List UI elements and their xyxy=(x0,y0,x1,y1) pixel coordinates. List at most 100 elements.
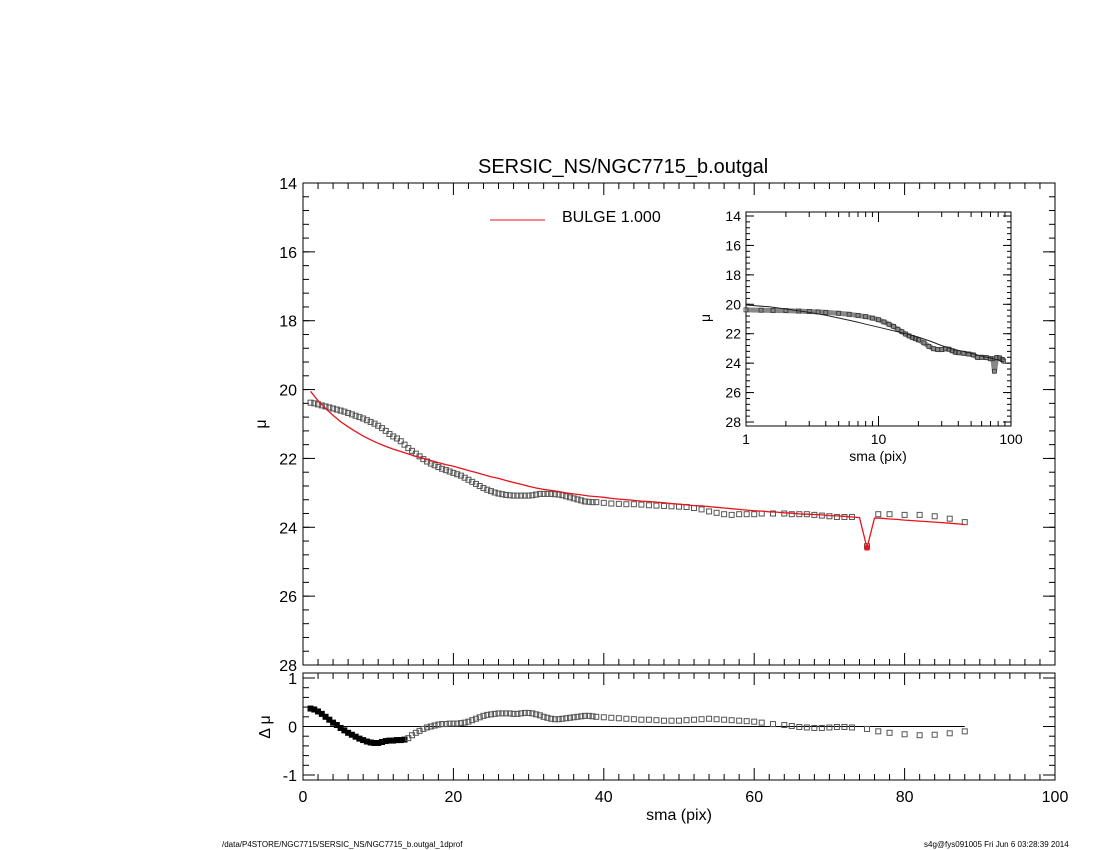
residual-point xyxy=(713,716,720,723)
residual-point xyxy=(484,711,491,718)
data-point xyxy=(585,498,592,505)
data-point xyxy=(450,469,457,476)
data-point xyxy=(623,501,630,508)
residual-point xyxy=(503,710,510,717)
inset-data-point xyxy=(836,310,842,316)
x-tick-label: 1 xyxy=(742,431,750,447)
data-point xyxy=(488,488,494,495)
data-point xyxy=(318,402,325,409)
data-point xyxy=(514,492,521,499)
data-point xyxy=(574,496,581,503)
data-point xyxy=(698,506,705,513)
residual-point xyxy=(841,723,848,730)
data-point xyxy=(439,465,446,472)
data-point xyxy=(503,491,510,498)
residual-point xyxy=(751,718,758,725)
data-point xyxy=(563,493,570,500)
residual-point xyxy=(570,714,577,721)
y-tick-label: 20 xyxy=(725,296,741,312)
residual-point xyxy=(683,717,690,724)
residual-point xyxy=(901,731,908,738)
residual-point xyxy=(446,720,453,727)
data-point xyxy=(326,404,333,411)
inset-data-point xyxy=(979,354,985,360)
data-point xyxy=(480,485,487,492)
data-point xyxy=(510,492,517,499)
data-point xyxy=(529,492,536,499)
data-point xyxy=(367,418,374,425)
data-point xyxy=(721,511,728,518)
data-point xyxy=(578,497,585,504)
residual-y-axis-label: Δ μ xyxy=(257,715,274,738)
data-point xyxy=(548,490,555,497)
inset-data-point xyxy=(855,313,861,318)
residual-point xyxy=(424,724,431,731)
data-point xyxy=(315,401,322,408)
inset-x-axis-label: sma (pix) xyxy=(849,448,907,464)
residual-point xyxy=(563,715,570,722)
data-point xyxy=(788,511,795,518)
legend-label: BULGE 1.000 xyxy=(562,209,661,226)
residual-point xyxy=(811,724,818,731)
data-point xyxy=(495,490,502,497)
residual-point xyxy=(638,716,645,723)
residual-point xyxy=(431,722,438,729)
data-point xyxy=(600,499,607,506)
residual-point xyxy=(721,716,728,723)
residual-point xyxy=(623,715,630,722)
residual-point xyxy=(488,711,494,718)
data-point xyxy=(431,462,438,469)
data-point xyxy=(446,468,453,475)
inset-data-point xyxy=(926,343,932,349)
model-dip-marker xyxy=(864,545,870,551)
x-tick-label: 100 xyxy=(999,431,1023,447)
residual-point xyxy=(615,715,622,722)
x-axis-label: sma (pix) xyxy=(646,807,712,824)
footer-path: /data/P4STORE/NGC7715/SERSIC_NS/NGC7715_… xyxy=(222,840,463,849)
inset-panel: 14 16 18 20 22 24 26 281 10 100 sma (pix) μ xyxy=(697,208,1023,464)
residual-point xyxy=(578,713,585,720)
residual-point xyxy=(608,714,615,721)
y-tick-label: 1 xyxy=(288,671,297,688)
residual-point xyxy=(833,723,840,730)
residual-point xyxy=(544,714,551,721)
data-point xyxy=(311,400,318,407)
data-point xyxy=(582,498,588,505)
residual-point xyxy=(480,712,487,719)
y-tick-label: 24 xyxy=(725,355,741,371)
residual-point xyxy=(728,717,735,724)
data-point xyxy=(916,511,923,518)
residual-point xyxy=(848,724,855,731)
data-point xyxy=(382,427,389,434)
data-point xyxy=(363,417,370,424)
data-point xyxy=(645,502,652,509)
residual-point xyxy=(469,717,476,724)
data-point xyxy=(506,492,513,499)
residual-point xyxy=(653,717,660,724)
data-point xyxy=(341,408,348,415)
residual-point xyxy=(582,712,588,719)
data-point xyxy=(345,409,352,416)
data-point xyxy=(397,438,404,445)
y-tick-label: 22 xyxy=(725,326,741,342)
data-point xyxy=(931,513,938,520)
y-tick-label: 14 xyxy=(279,176,297,193)
residual-point xyxy=(536,712,543,719)
data-point xyxy=(875,511,882,518)
data-point xyxy=(330,405,337,412)
y-tick-label: 28 xyxy=(279,658,297,675)
residual-point xyxy=(676,717,682,724)
data-point xyxy=(615,500,622,507)
residual-point xyxy=(796,723,803,730)
residual-point xyxy=(931,731,938,738)
inset-data-point xyxy=(952,349,958,355)
inset-data-point xyxy=(870,315,875,321)
residual-point xyxy=(529,710,536,717)
inset-data-point xyxy=(891,323,896,329)
residual-point xyxy=(758,719,765,726)
data-point xyxy=(901,511,908,518)
x-tick-label: 40 xyxy=(595,789,613,806)
residual-point xyxy=(510,710,517,717)
inset-data-point xyxy=(921,340,927,346)
